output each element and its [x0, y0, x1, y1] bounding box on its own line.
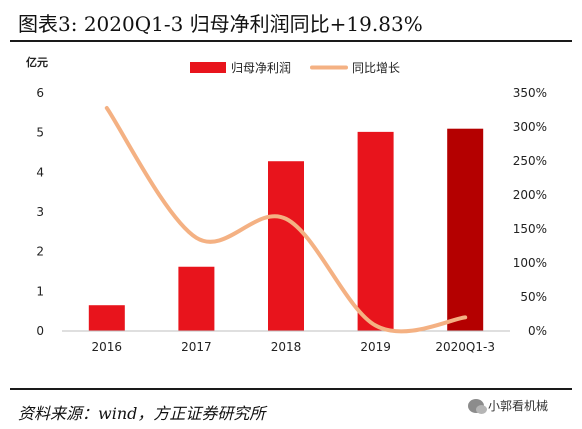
y-left-tick-label: 1	[36, 284, 44, 298]
x-tick-label: 2018	[271, 340, 302, 354]
y-left-tick-label: 3	[36, 205, 44, 219]
y-right-tick-label: 200%	[513, 188, 547, 202]
y-right-tick-label: 250%	[513, 154, 547, 168]
watermark-text: 小郭看机械	[488, 399, 549, 413]
legend-label: 归母净利润	[231, 61, 291, 75]
wechat-icon	[468, 398, 487, 414]
figure-title: 图表3: 2020Q1-3 归母净利润同比+19.83%	[18, 12, 423, 36]
y-left-tick-label: 6	[36, 86, 44, 100]
legend: 归母净利润 同比增长	[190, 61, 400, 75]
x-tick-label: 2020Q1-3	[435, 340, 495, 354]
x-tick-label: 2019	[360, 340, 391, 354]
legend-swatch-bar	[190, 62, 226, 73]
bar	[447, 128, 484, 331]
y-left-tick-label: 4	[36, 165, 44, 179]
y-axis-left: 0 1 2 3 4 5 6	[36, 86, 44, 338]
bar	[357, 131, 394, 331]
bar	[268, 161, 304, 331]
y-left-tick-label: 0	[36, 324, 44, 338]
x-axis: 2016 2017 2018 2019 2020Q1-3	[92, 340, 495, 354]
y-right-tick-label: 300%	[513, 120, 547, 134]
y-right-tick-label: 100%	[513, 256, 547, 270]
bar	[88, 305, 125, 331]
y-right-tick-label: 350%	[513, 86, 547, 100]
y-right-tick-label: 150%	[513, 222, 547, 236]
x-tick-label: 2016	[92, 340, 123, 354]
growth-line	[104, 105, 468, 334]
source-note: 资料来源：wind，方正证券研究所	[18, 404, 266, 423]
y-right-tick-label: 50%	[520, 290, 547, 304]
y-right-tick-label: 0%	[528, 324, 547, 338]
watermark: 小郭看机械	[468, 397, 548, 414]
bar	[178, 266, 215, 331]
y-left-tick-label: 2	[36, 245, 44, 259]
x-tick-label: 2017	[181, 340, 212, 354]
legend-label: 同比增长	[352, 61, 400, 75]
y-axis-unit: 亿元	[26, 55, 48, 69]
bars	[88, 128, 484, 331]
y-axis-right: 0% 50% 100% 150% 200% 250% 300% 350%	[513, 86, 547, 338]
y-left-tick-label: 5	[36, 126, 44, 140]
